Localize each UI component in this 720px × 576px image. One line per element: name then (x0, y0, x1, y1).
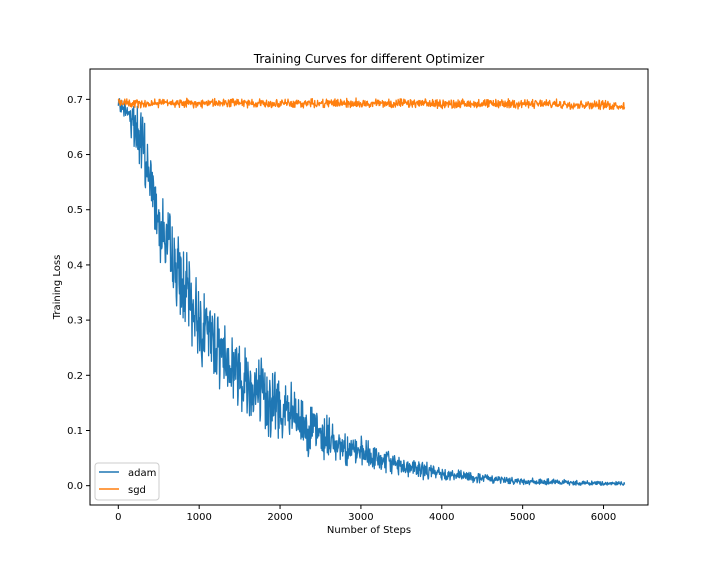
x-axis: 0 1000 2000 3000 4000 5000 6000 (115, 505, 616, 523)
legend-label-sgd: sgd (128, 485, 146, 496)
series-layer (117, 97, 626, 486)
legend: adam sgd (94, 462, 160, 501)
y-tick-label: 0.1 (67, 426, 83, 437)
y-tick-label: 0.7 (67, 95, 83, 106)
chart-title: Training Curves for different Optimizer (253, 52, 485, 66)
y-tick-label: 0.3 (67, 316, 83, 327)
legend-label-adam: adam (128, 468, 156, 479)
x-axis-label: Number of Steps (327, 525, 411, 536)
y-tick-label: 0.0 (67, 481, 83, 492)
y-tick-label: 0.6 (67, 150, 83, 161)
y-axis: 0.0 0.1 0.2 0.3 0.4 0.5 0.6 0.7 (67, 95, 90, 492)
x-tick-label: 3000 (348, 512, 373, 523)
y-axis-label: Training Loss (52, 255, 63, 321)
y-tick-label: 0.2 (67, 371, 83, 382)
y-tick-label: 0.5 (67, 205, 83, 216)
series-line-sgd (117, 97, 626, 111)
y-tick-label: 0.4 (67, 260, 83, 271)
series-line-adam (117, 98, 626, 486)
plot-area (117, 97, 626, 486)
x-tick-label: 1000 (186, 512, 211, 523)
x-tick-label: 2000 (267, 512, 292, 523)
x-tick-label: 4000 (429, 512, 454, 523)
x-tick-label: 5000 (510, 512, 535, 523)
x-tick-label: 6000 (591, 512, 616, 523)
x-tick-label: 0 (115, 512, 121, 523)
plot-frame (89, 68, 649, 506)
